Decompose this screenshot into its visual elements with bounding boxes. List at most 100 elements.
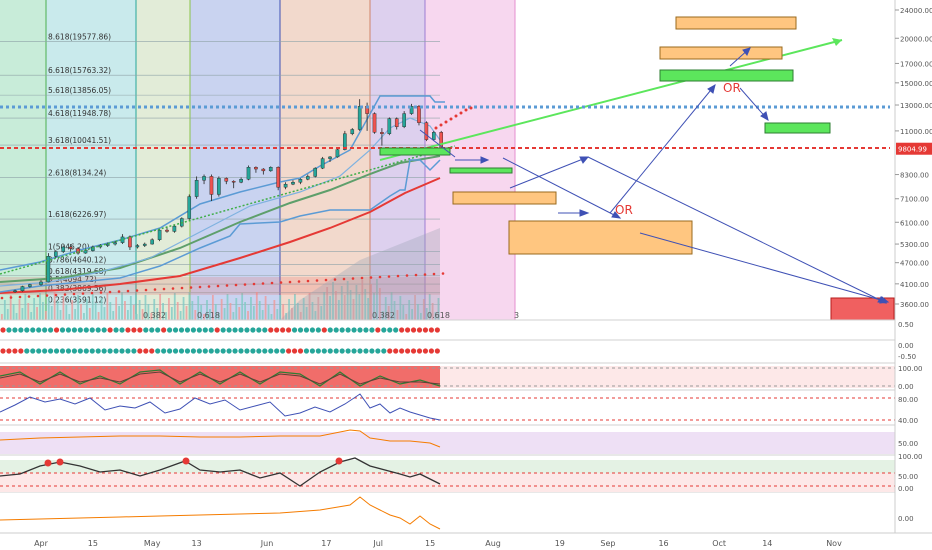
volume-bar [314, 311, 317, 320]
volume-bar [223, 308, 226, 320]
candle [224, 177, 229, 185]
box-orange-4 [659, 46, 783, 60]
candle [431, 130, 436, 142]
volume-bar [279, 295, 282, 320]
volume-bar [200, 305, 203, 320]
time-axis[interactable]: Apr 15 May 13 Jun 17 Jul 15 Aug 19 Sep 16 Oct 14 Nov [0, 532, 932, 548]
volume-bar [153, 299, 156, 320]
volume-bar [71, 300, 74, 320]
volume-bar [229, 303, 232, 320]
indicator-axis-labels: 0.50 0.00 -0.50 100.00 0.00 80.00 40.00 … [898, 321, 923, 523]
price-axis[interactable]: 24000.00 20000.00 17000.00 15000.00 13000.00… [894, 0, 932, 533]
volume-bar [270, 314, 273, 320]
box-green-4 [764, 122, 831, 134]
volume-bar [411, 309, 413, 320]
projection-arrows [419, 47, 890, 304]
stoch-k-line [0, 369, 441, 387]
candle [128, 235, 132, 251]
time-tick-label: Jul [372, 539, 383, 548]
volume-bar [417, 304, 419, 320]
indicator-tick: 0.00 [898, 342, 914, 350]
volume-bar [170, 307, 173, 320]
price-tick-label: 24000.00 [900, 7, 932, 15]
rsi-line [0, 393, 441, 421]
price-tick-label: 20000.00 [900, 35, 932, 43]
volume-bar [250, 297, 252, 320]
candle [187, 194, 192, 220]
candle [291, 180, 295, 186]
indicator-tick: 40.00 [898, 417, 918, 425]
volume-bar [68, 314, 71, 320]
indicator-tick: 0.00 [898, 485, 914, 493]
volume-bar [349, 290, 352, 320]
bottom-osc-line [0, 496, 441, 530]
volume-bar [425, 308, 428, 320]
volume-bar [80, 304, 82, 320]
candle [76, 247, 80, 255]
volume-bar [285, 313, 288, 320]
candle [150, 238, 154, 245]
fib-level-label: 0.5(4094.72) [48, 275, 97, 284]
time-tick-label: 16 [658, 539, 668, 548]
volume-bar [118, 306, 120, 320]
price-tick-label: 11000.00 [900, 128, 932, 136]
candle [20, 285, 25, 292]
volume-bar [261, 310, 264, 320]
indicator-tick: 100.00 [898, 453, 923, 461]
box-orange-2 [508, 220, 693, 255]
volume-bar [255, 292, 258, 320]
volume-bar [247, 311, 249, 320]
volume-bar [36, 307, 38, 320]
price-tick-label: 6100.00 [900, 219, 929, 227]
volume-bar [317, 297, 320, 320]
volume-bar [291, 308, 293, 320]
volume-bar [276, 309, 279, 320]
volume-bar [235, 298, 238, 320]
volume-bar [381, 311, 384, 320]
volume-bar [132, 305, 135, 320]
volume-bar [428, 294, 431, 320]
price-tick-label: 4100.00 [900, 281, 929, 289]
volume-bar [384, 297, 387, 320]
volume-bar [376, 279, 378, 320]
volume-bar [65, 305, 68, 320]
volume-bar [182, 297, 185, 320]
volume-bar [97, 312, 100, 320]
projection-boxes [379, 16, 895, 321]
candle [357, 99, 362, 131]
volume-bar [367, 298, 370, 320]
time-tick-label: 15 [88, 539, 98, 548]
candle [320, 156, 325, 170]
indicator-panes [0, 319, 895, 534]
candle [261, 168, 266, 175]
volume-bar [115, 297, 118, 320]
volume-bar [100, 298, 103, 320]
candle [372, 112, 377, 134]
volume-bar [402, 305, 405, 320]
volume-bar [165, 312, 167, 320]
volume-bar [258, 301, 261, 320]
volume-bar [168, 298, 170, 320]
current-price-badge [896, 142, 932, 155]
volume-bar [39, 293, 41, 320]
volume-bar [232, 312, 235, 320]
candle [254, 166, 258, 173]
candle [298, 178, 303, 185]
volume-bar [252, 306, 255, 320]
box-green-3 [659, 69, 794, 82]
volume-bar [340, 286, 343, 320]
candle [335, 148, 340, 158]
volume-bar [85, 299, 88, 320]
indicator-tick: 0.00 [898, 515, 914, 523]
signal-dots-row-2 [0, 348, 440, 354]
candle [217, 176, 221, 197]
candle [105, 242, 110, 248]
volume-bar [241, 293, 244, 320]
volume-bar [162, 303, 164, 320]
volume-bar [53, 292, 56, 320]
fib-time-label: 3 [514, 311, 519, 320]
volume-bar [361, 280, 364, 320]
fib-level-label: 4.618(11948.78) [48, 109, 111, 118]
volume-bar [299, 312, 302, 320]
